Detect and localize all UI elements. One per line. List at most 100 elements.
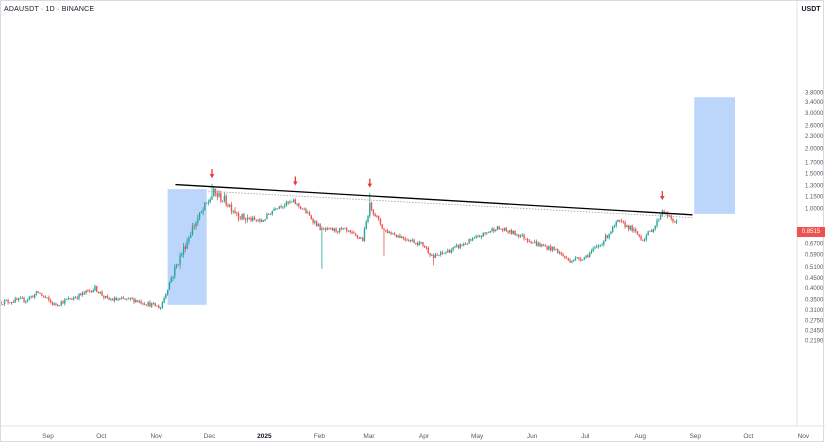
candle-body <box>471 238 474 241</box>
candle-body <box>42 295 45 297</box>
candle-body <box>268 213 270 215</box>
candle-body <box>626 225 628 228</box>
candle-body <box>156 305 158 307</box>
candle-body <box>260 219 263 222</box>
candle-body <box>434 254 437 258</box>
candle-body <box>443 252 445 254</box>
candle-body <box>159 307 162 309</box>
candle-body <box>30 296 32 298</box>
candle-body <box>581 259 584 261</box>
candle-body <box>397 235 399 238</box>
candle-body <box>463 243 465 246</box>
candle-body <box>367 216 369 222</box>
candle-body <box>346 228 348 231</box>
markers <box>209 169 665 201</box>
candle-body <box>503 228 506 231</box>
candle-body <box>404 238 406 240</box>
candle-body <box>186 241 188 249</box>
candle-body <box>413 239 415 244</box>
candle-body <box>452 247 454 250</box>
candle-body <box>94 285 96 291</box>
candle-body <box>393 233 396 235</box>
price-tick-label: 1.7000 <box>805 160 824 166</box>
candle-body <box>418 242 421 246</box>
candle-body <box>234 210 236 213</box>
price-tick-label: 0.2450 <box>805 329 824 335</box>
time-tick-label: Feb <box>314 433 326 440</box>
time-tick-label: Aug <box>634 433 646 440</box>
candle-body <box>361 238 364 241</box>
candle-body <box>386 230 389 233</box>
candle-body <box>298 203 300 207</box>
time-tick-label: 2025 <box>257 433 272 440</box>
candle-body <box>560 252 562 255</box>
candle-body <box>168 282 171 290</box>
candle-body <box>241 213 243 219</box>
candle-body <box>567 257 570 261</box>
candle-body <box>49 300 52 303</box>
candle-body <box>115 297 117 301</box>
candle-body <box>142 303 144 305</box>
time-tick-label: Apr <box>419 433 430 440</box>
price-tick-label: 0.5100 <box>805 265 824 271</box>
candle-body <box>32 296 34 298</box>
candle-body <box>143 303 146 305</box>
candle-body <box>544 245 547 247</box>
candle-body <box>594 247 596 249</box>
candle-body <box>356 234 359 238</box>
candle-body <box>379 218 382 225</box>
candle-body <box>330 228 332 229</box>
candle-body <box>96 285 98 292</box>
candle-body <box>255 219 258 221</box>
candle-body <box>174 267 176 277</box>
candle-body <box>67 298 70 300</box>
candle-body <box>83 292 86 294</box>
candle-body <box>51 302 54 305</box>
candle-body <box>296 203 298 205</box>
candle-body <box>23 297 25 302</box>
down-arrow-icon <box>660 196 665 201</box>
candle-body <box>365 221 367 229</box>
candle-body <box>349 230 351 233</box>
candle-body <box>151 303 153 307</box>
candle-body <box>542 244 545 246</box>
candle-body <box>60 301 62 306</box>
candle-body <box>25 300 27 302</box>
candle-body <box>294 199 297 205</box>
candle-body <box>461 244 463 246</box>
candle-body <box>191 226 194 236</box>
candle-body <box>259 219 261 222</box>
candle-body <box>299 206 302 209</box>
time-tick-label: Sep <box>689 433 701 440</box>
candle-body <box>645 235 648 240</box>
candle-body <box>376 215 378 217</box>
candle-body <box>312 219 314 223</box>
candle-body <box>120 297 123 299</box>
price-tick-label: 0.2190 <box>805 338 824 344</box>
candle-body <box>319 224 321 231</box>
candle-body <box>99 291 101 294</box>
candle-body <box>81 292 84 296</box>
candle-body <box>565 257 568 259</box>
candle-body <box>363 228 366 241</box>
candle-body <box>335 228 337 232</box>
candle-body <box>113 297 116 301</box>
candle-body <box>549 246 552 251</box>
candle-body <box>317 224 320 227</box>
candle-body <box>207 201 210 203</box>
currency-label: USDT <box>801 6 821 13</box>
candle-body <box>526 239 529 242</box>
candle-body <box>482 232 484 237</box>
candle-body <box>19 298 22 299</box>
candle-body <box>454 246 456 248</box>
candle-body <box>486 232 488 234</box>
candle-body <box>39 292 41 294</box>
candle-body <box>28 297 31 300</box>
candle-body <box>106 295 109 298</box>
candle-body <box>5 300 8 301</box>
candle-body <box>124 298 126 300</box>
candle-body <box>314 221 316 223</box>
candle-body <box>580 258 582 261</box>
